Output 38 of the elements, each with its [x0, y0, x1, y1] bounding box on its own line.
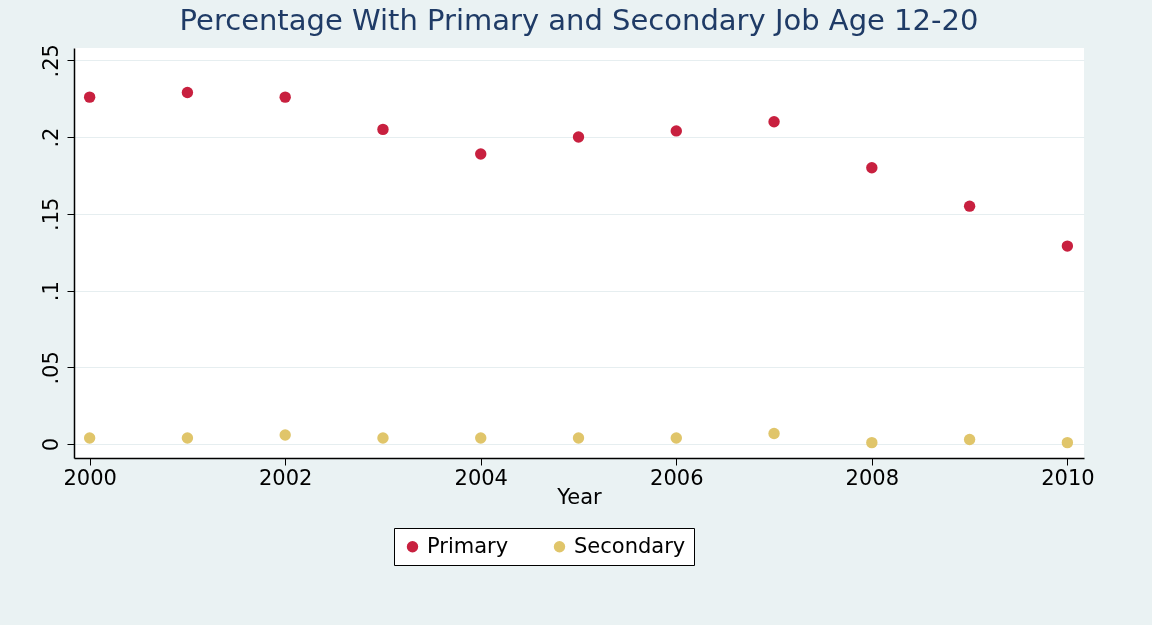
y-tick-label: .15	[38, 197, 63, 232]
y-tick-label: .05	[38, 351, 63, 385]
x-tick-label: 2002	[258, 465, 313, 490]
point	[963, 200, 976, 212]
legend-label: Secondary	[574, 533, 686, 558]
legend-label: Primary	[427, 533, 509, 558]
point	[279, 429, 291, 441]
point	[377, 432, 389, 444]
point	[377, 123, 389, 136]
x-tick-label: 2010	[1041, 465, 1095, 490]
point	[181, 86, 194, 99]
x-tick-label: 2000	[63, 465, 117, 490]
point	[866, 162, 878, 174]
y-tick-label: 0	[38, 437, 63, 452]
y-tick-label: .1	[38, 281, 63, 302]
point	[572, 131, 585, 143]
point	[768, 116, 780, 128]
point	[963, 433, 976, 446]
point	[83, 432, 96, 444]
point	[572, 432, 585, 444]
point	[475, 148, 487, 160]
x-axis-title: Year	[556, 484, 603, 509]
point	[83, 91, 96, 103]
y-tick-label: .25	[38, 44, 63, 78]
point	[279, 91, 291, 103]
y-tick-label: .2	[38, 127, 63, 148]
point	[768, 427, 780, 440]
x-tick-label: 2006	[650, 465, 704, 490]
point	[475, 432, 487, 444]
x-tick-label: 2008	[845, 465, 900, 490]
point	[670, 125, 682, 137]
point	[866, 436, 878, 449]
point	[181, 432, 194, 444]
point	[670, 432, 682, 444]
point	[1061, 436, 1074, 449]
x-tick-label: 2004	[454, 465, 508, 490]
chart-title: Percentage With Primary and Secondary Job Age 12-20	[179, 2, 979, 37]
point	[1061, 240, 1074, 252]
